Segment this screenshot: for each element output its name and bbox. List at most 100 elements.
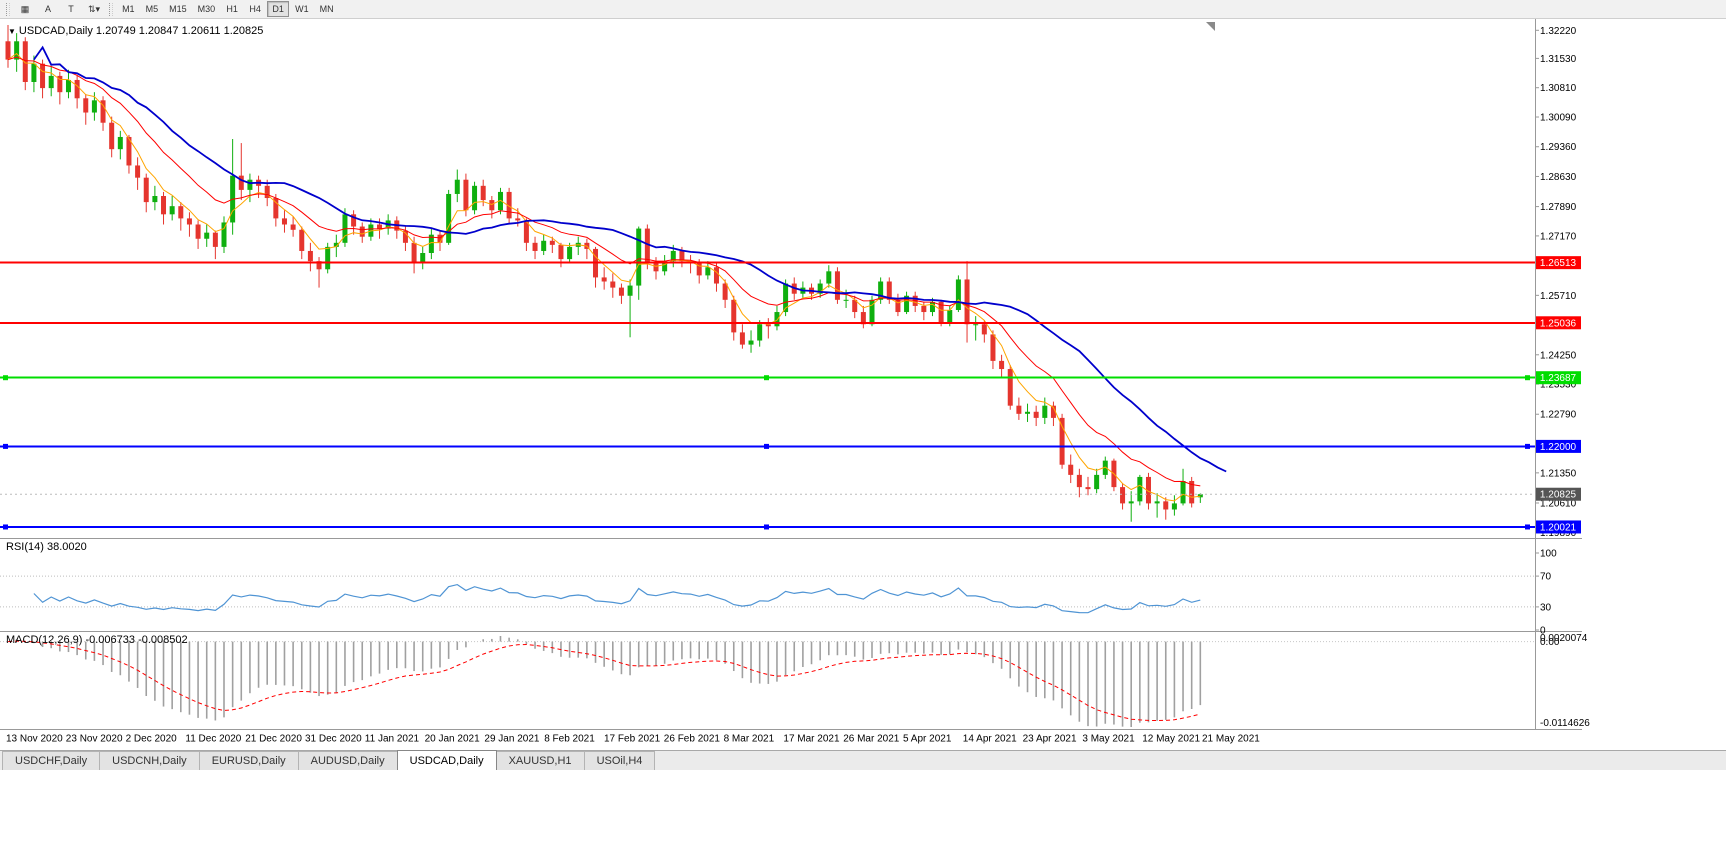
timeframe-button-m30[interactable]: M30 xyxy=(197,4,216,14)
svg-text:1.27170: 1.27170 xyxy=(1540,231,1577,242)
date-label: 14 Apr 2021 xyxy=(963,734,1017,745)
cursor-tool-button[interactable]: A xyxy=(44,4,51,14)
timeframe-button-group: M1 M5 M15 M30 H1 H4 D1 W1 MN xyxy=(117,1,339,17)
macd-axis-zero: 0.00 xyxy=(1540,637,1560,648)
chart-tab-usdchf[interactable]: USDCHF,Daily xyxy=(2,751,101,770)
line-handle[interactable] xyxy=(3,443,8,449)
tool-button-group: ▦ A T ⇅▾ xyxy=(14,1,105,17)
date-label: 21 Dec 2020 xyxy=(245,734,302,745)
macd-signal-line xyxy=(7,640,1201,722)
line-handle[interactable] xyxy=(3,375,8,381)
date-label: 5 Apr 2021 xyxy=(903,734,952,745)
svg-text:1.20825: 1.20825 xyxy=(1540,490,1577,501)
date-label: 13 Nov 2020 xyxy=(6,734,63,745)
svg-text:1.27890: 1.27890 xyxy=(1540,202,1577,213)
fast-ma-line xyxy=(7,52,1201,502)
date-label: 2 Dec 2020 xyxy=(126,734,178,745)
timeframe-button-d1[interactable]: D1 xyxy=(267,1,290,17)
date-label: 31 Dec 2020 xyxy=(305,734,362,745)
svg-text:1.22000: 1.22000 xyxy=(1540,442,1577,453)
svg-text:1.30810: 1.30810 xyxy=(1540,83,1577,94)
svg-text:1.31530: 1.31530 xyxy=(1540,54,1577,65)
timeframe-button-w1[interactable]: W1 xyxy=(295,4,309,14)
style-selector-button[interactable]: ⇅▾ xyxy=(88,3,101,14)
date-label: 3 May 2021 xyxy=(1082,734,1135,745)
line-handle[interactable] xyxy=(1525,375,1530,381)
svg-text:1.20021: 1.20021 xyxy=(1540,522,1577,533)
timeframe-button-m5[interactable]: M5 xyxy=(145,4,159,14)
timeframe-button-mn[interactable]: MN xyxy=(319,4,334,14)
line-handle[interactable] xyxy=(1525,524,1530,530)
toolbar-drag-handle[interactable] xyxy=(6,2,10,16)
date-label: 17 Feb 2021 xyxy=(604,734,661,745)
svg-text:1.28630: 1.28630 xyxy=(1540,172,1577,183)
date-label: 26 Mar 2021 xyxy=(843,734,900,745)
macd-histogram xyxy=(15,636,1202,727)
timeframe-button-h1[interactable]: H1 xyxy=(226,4,238,14)
date-axis[interactable]: 13 Nov 2020 23 Nov 2020 2 Dec 2020 11 Dec 2… xyxy=(6,734,1260,745)
svg-text:1.30090: 1.30090 xyxy=(1540,113,1577,124)
timeframe-button-h4[interactable]: H4 xyxy=(249,4,261,14)
date-label: 23 Nov 2020 xyxy=(66,734,123,745)
date-label: 12 May 2021 xyxy=(1142,734,1200,745)
line-handle[interactable] xyxy=(3,524,8,530)
svg-text:1.29360: 1.29360 xyxy=(1540,142,1577,153)
date-label: 21 May 2021 xyxy=(1202,734,1260,745)
rsi-axis-label: 100 xyxy=(1540,549,1557,560)
date-label: 20 Jan 2021 xyxy=(425,734,480,745)
date-label: 29 Jan 2021 xyxy=(484,734,539,745)
line-handle[interactable] xyxy=(764,524,769,530)
price-badge xyxy=(1536,371,1581,385)
price-badge xyxy=(1536,439,1581,453)
date-label: 23 Apr 2021 xyxy=(1023,734,1077,745)
svg-text:1.20610: 1.20610 xyxy=(1540,498,1577,509)
chart-tab-usdcnh[interactable]: USDCNH,Daily xyxy=(99,751,200,770)
svg-text:1.32220: 1.32220 xyxy=(1540,26,1577,37)
svg-text:1.26513: 1.26513 xyxy=(1540,258,1577,269)
svg-text:1.25036: 1.25036 xyxy=(1540,318,1577,329)
line-handle[interactable] xyxy=(764,443,769,449)
date-label: 8 Feb 2021 xyxy=(544,734,595,745)
medium-ma-line xyxy=(7,56,1201,487)
macd-axis-max: 0.0020074 xyxy=(1540,633,1588,644)
chart-canvas[interactable]: 1.32220 1.31530 1.30810 1.30090 1.29360 1.286… xyxy=(0,19,1726,750)
date-label: 17 Mar 2021 xyxy=(783,734,840,745)
bid-price-badge xyxy=(1536,487,1581,501)
date-label: 8 Mar 2021 xyxy=(724,734,775,745)
price-axis: 1.32220 1.31530 1.30810 1.30090 1.29360 1.286… xyxy=(1536,26,1577,539)
line-handle[interactable] xyxy=(1525,443,1530,449)
date-label: 11 Dec 2020 xyxy=(185,734,241,745)
svg-text:1.23687: 1.23687 xyxy=(1540,373,1577,384)
svg-text:1.25710: 1.25710 xyxy=(1540,291,1577,302)
text-tool-button[interactable]: T xyxy=(68,4,74,14)
chart-tab-audusd[interactable]: AUDUSD,Daily xyxy=(297,751,398,770)
svg-text:1.24250: 1.24250 xyxy=(1540,350,1577,361)
timeframe-button-m1[interactable]: M1 xyxy=(122,4,135,14)
macd-axis-min: -0.0114626 xyxy=(1540,718,1590,729)
price-badge xyxy=(1536,520,1581,534)
scroll-anch-icon[interactable] xyxy=(1206,22,1215,31)
chart-tab-xauusd[interactable]: XAUUSD,H1 xyxy=(495,751,585,770)
timeframe-button-m15[interactable]: M15 xyxy=(169,4,187,14)
toolbar-drag-handle[interactable] xyxy=(109,2,114,16)
rsi-axis-label: 30 xyxy=(1540,602,1552,613)
price-badge xyxy=(1536,256,1581,270)
svg-text:1.23530: 1.23530 xyxy=(1540,380,1577,391)
chart-tab-eurusd[interactable]: EURUSD,Daily xyxy=(198,751,299,770)
date-label: 26 Feb 2021 xyxy=(664,734,721,745)
rsi-line xyxy=(33,583,1201,614)
top-toolbar: ▦ A T ⇅▾ M1 M5 M15 M30 H1 H4 D1 W1 MN xyxy=(0,0,1726,19)
slow-ma-line xyxy=(33,45,1227,473)
rsi-axis-label: 70 xyxy=(1540,572,1552,583)
svg-text:1.22790: 1.22790 xyxy=(1540,410,1577,421)
date-label: 11 Jan 2021 xyxy=(365,734,420,745)
price-badge xyxy=(1536,316,1581,330)
chart-tab-bar: USDCHF,Daily USDCNH,Daily EURUSD,Daily AUDU… xyxy=(0,750,1726,770)
rsi-axis-label: 0 xyxy=(1540,626,1546,637)
windows-grid-icon[interactable]: ▦ xyxy=(20,3,30,14)
chart-tab-usdcad[interactable]: USDCAD,Daily xyxy=(396,750,497,770)
svg-text:1.21350: 1.21350 xyxy=(1540,468,1577,479)
chart-tab-usoil[interactable]: USOil,H4 xyxy=(583,751,656,770)
line-handle[interactable] xyxy=(764,375,769,381)
